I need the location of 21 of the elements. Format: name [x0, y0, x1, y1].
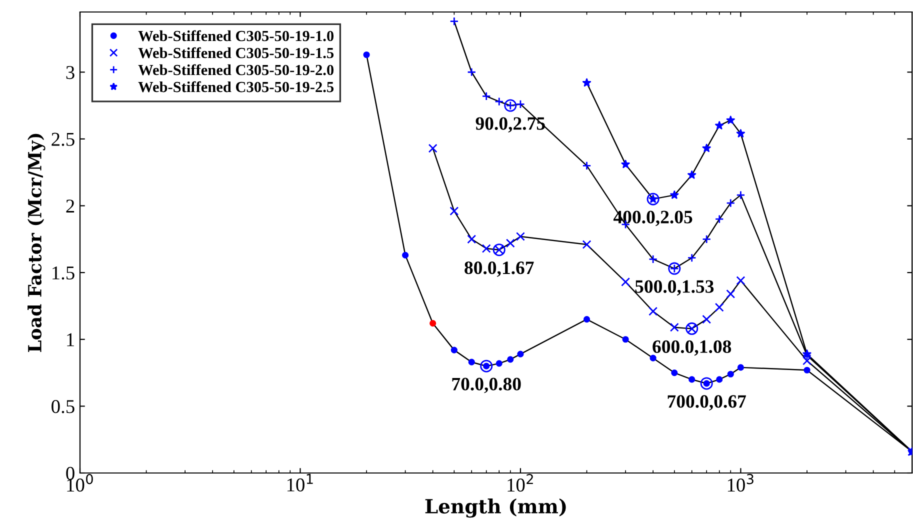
y-tick-label: 0.5	[52, 400, 74, 414]
y-tick-label: 2	[66, 200, 74, 212]
annotation: 70.0,0.80	[452, 378, 521, 394]
annotation: 700.0,0.67	[668, 395, 746, 410]
annotation: 80.0,1.67	[464, 262, 534, 277]
x-tick-label: 10$^{3}$	[728, 474, 754, 492]
y-tick-label: 2.5	[52, 132, 74, 146]
x-tick-label: 10$^{2}$	[508, 474, 533, 492]
legend-label: Web-Stiffened C305-50-19-2.5	[138, 81, 334, 92]
legend-label: Web-Stiffened C305-50-19-2.0	[138, 64, 334, 76]
y-tick-label: 1.5	[52, 266, 74, 280]
annotation: 600.0,1.08	[652, 340, 732, 356]
annotation: 90.0,2.75	[476, 117, 545, 133]
y-tick-label: 1	[67, 333, 74, 346]
x-axis-title: Length (mm)	[425, 498, 566, 518]
legend-label: Web-Stiffened C305-50-19-1.5	[138, 47, 334, 58]
legend-label: Web-Stiffened C305-50-19-1.0	[138, 30, 334, 42]
y-axis-title: Load Factor (Mcr/My)	[28, 134, 46, 352]
y-tick-label: 3	[66, 66, 74, 80]
annotation: 500.0,1.53	[635, 280, 714, 296]
x-tick-label: 10$^{1}$	[287, 474, 313, 492]
